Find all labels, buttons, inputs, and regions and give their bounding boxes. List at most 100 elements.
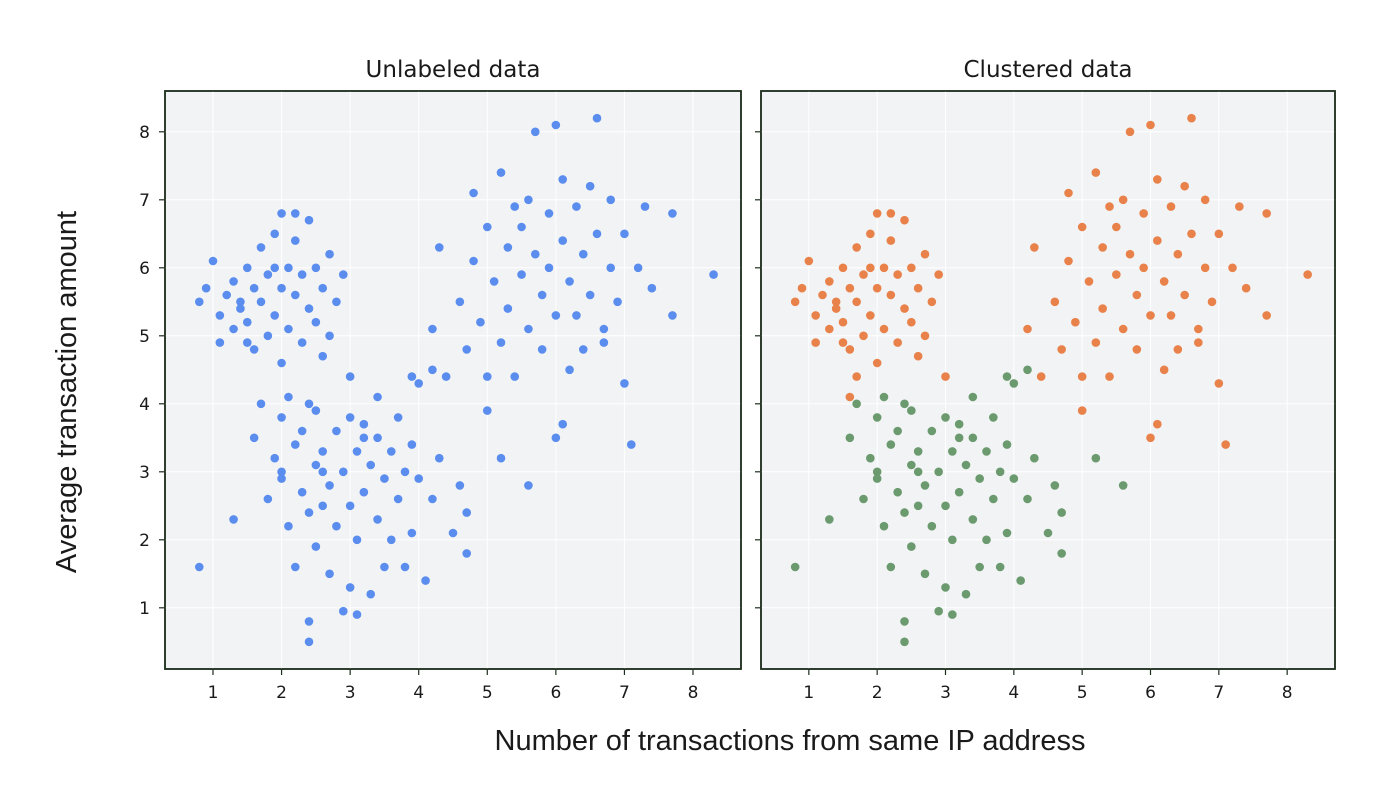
data-point [913, 447, 923, 456]
data-point [811, 338, 820, 347]
data-point [1002, 528, 1012, 538]
data-point [1002, 372, 1012, 381]
data-point [1159, 365, 1169, 375]
data-point [886, 236, 896, 245]
data-point [913, 283, 923, 293]
data-point [524, 195, 533, 205]
data-point [1098, 243, 1107, 252]
plot-border [164, 90, 742, 670]
data-point [236, 304, 245, 313]
data-point [249, 433, 259, 443]
data-point [332, 297, 341, 307]
data-point [352, 447, 362, 456]
data-point [893, 270, 902, 279]
data-point [1050, 297, 1060, 307]
data-point [941, 413, 950, 422]
data-point [1139, 263, 1148, 273]
data-point [900, 617, 909, 626]
data-point [434, 453, 444, 463]
data-point [790, 297, 800, 307]
data-point [407, 440, 417, 449]
data-point [907, 317, 916, 327]
data-point [1180, 181, 1189, 191]
data-point [558, 419, 568, 429]
data-point [1009, 474, 1019, 483]
data-point [256, 297, 266, 307]
data-point [441, 372, 451, 381]
data-point [1077, 372, 1087, 381]
data-point [421, 576, 430, 585]
data-point [496, 338, 506, 347]
data-point [359, 433, 369, 443]
data-point [366, 589, 376, 599]
data-point [948, 610, 957, 619]
data-point [572, 311, 581, 320]
data-point [893, 426, 902, 436]
data-point [229, 324, 238, 334]
y-tick-label: 8 [139, 123, 150, 143]
data-point [1057, 549, 1066, 558]
data-point [907, 406, 916, 415]
data-point [332, 521, 341, 531]
data-point [975, 474, 984, 483]
data-point [558, 175, 568, 184]
y-tick-label: 7 [139, 191, 150, 211]
data-point [537, 345, 547, 354]
data-point [277, 474, 286, 483]
plot-area [164, 90, 742, 670]
data-point [462, 508, 472, 517]
data-point [1194, 338, 1203, 347]
data-point [866, 453, 875, 463]
data-point [544, 209, 554, 218]
data-point [1009, 379, 1019, 388]
data-point [373, 392, 382, 402]
data-point [524, 324, 533, 334]
data-point [338, 270, 348, 279]
data-point [352, 535, 362, 545]
data-point [338, 606, 348, 616]
data-point [913, 501, 923, 511]
data-point [1214, 229, 1224, 239]
x-tick-label: 4 [1008, 683, 1019, 703]
data-point [325, 481, 334, 490]
data-point [831, 304, 841, 313]
data-point [1132, 290, 1142, 300]
data-point [907, 460, 916, 470]
data-point [311, 542, 321, 551]
data-point [1016, 576, 1025, 585]
data-point [318, 283, 328, 293]
data-point [852, 243, 861, 252]
data-point [1173, 249, 1183, 259]
data-point [352, 610, 362, 619]
data-point [256, 243, 266, 252]
data-point [229, 515, 238, 524]
data-point [790, 562, 800, 572]
data-point [1105, 372, 1114, 381]
data-point [1235, 202, 1244, 211]
data-point [1002, 440, 1012, 449]
data-point [290, 562, 300, 572]
data-point [345, 501, 355, 511]
data-point [1228, 263, 1237, 273]
data-point [551, 311, 561, 320]
data-point [886, 290, 896, 300]
data-point [1166, 202, 1176, 211]
data-point [968, 515, 978, 524]
data-point [879, 521, 889, 531]
data-point [242, 338, 252, 347]
data-point [311, 317, 321, 327]
data-point [1084, 277, 1094, 286]
data-point [1023, 324, 1032, 334]
data-point [900, 637, 909, 647]
data-point [1064, 256, 1073, 266]
data-point [482, 372, 492, 381]
data-point [927, 521, 937, 531]
data-point [709, 270, 718, 279]
data-point [1153, 175, 1162, 184]
panel-clustered: Clustered data 1 2 3 4 5 6 7 8 [755, 57, 1336, 703]
data-point [236, 297, 245, 307]
data-point [290, 236, 300, 245]
data-point [284, 521, 293, 531]
data-point [934, 270, 943, 279]
data-point [1091, 453, 1101, 463]
